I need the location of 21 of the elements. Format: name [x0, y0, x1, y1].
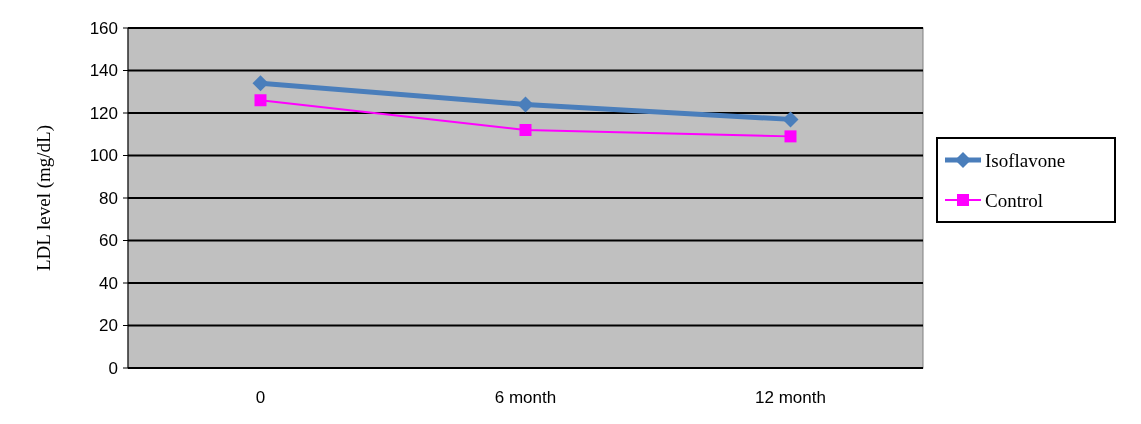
point: [517, 96, 534, 113]
legend-label: Control: [985, 189, 1044, 211]
y-tick-label: 140: [89, 61, 118, 81]
point: [782, 111, 799, 128]
x-tick-label: 0: [255, 388, 266, 407]
point: [519, 124, 532, 136]
point: [784, 130, 797, 143]
y-tick-label: 20: [99, 316, 118, 336]
legend-label: Isoflavone: [985, 149, 1066, 171]
x-tick-label: 6 month: [494, 388, 557, 407]
y-tick-label: 120: [89, 103, 118, 123]
y-axis-title: LDL level (mg/dL): [33, 125, 55, 271]
y-tick-label: 80: [99, 188, 118, 208]
point: [254, 94, 267, 107]
y-tick-label: 100: [89, 146, 118, 166]
point: [252, 75, 269, 92]
y-tick-label: 40: [99, 273, 118, 293]
y-tick-label: 60: [99, 231, 118, 251]
y-tick-label: 0: [108, 358, 118, 378]
y-tick-label: 160: [89, 18, 118, 38]
x-tick-label: 12 month: [755, 388, 826, 407]
